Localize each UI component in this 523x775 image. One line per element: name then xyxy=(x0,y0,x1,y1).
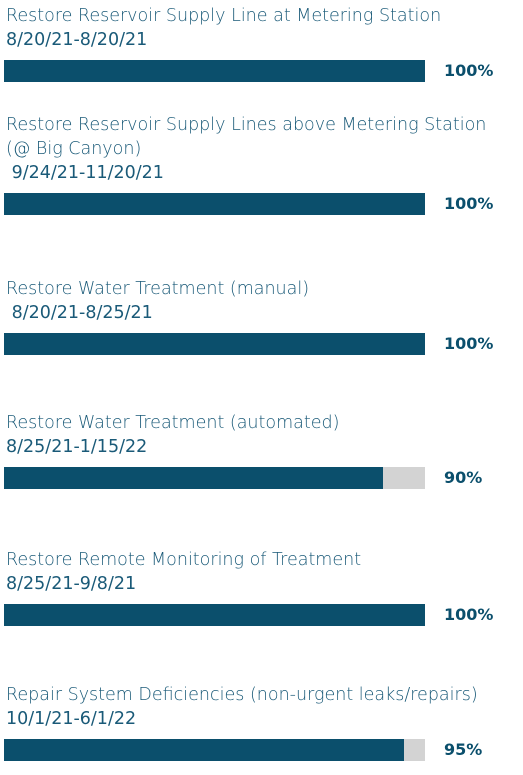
task-dates: 9/24/21-11/20/21 xyxy=(6,163,164,183)
progress-track xyxy=(4,60,425,82)
progress-item: Restore Reservoir Supply Lines above Met… xyxy=(4,113,518,215)
percent-label: 95% xyxy=(444,740,483,759)
progress-row: 100% xyxy=(4,60,518,82)
task-title: Restore Reservoir Supply Line at Meterin… xyxy=(6,6,442,26)
progress-track xyxy=(4,604,425,626)
progress-row: 100% xyxy=(4,193,518,215)
progress-row: 100% xyxy=(4,333,518,355)
percent-label: 100% xyxy=(444,334,494,353)
progress-bar xyxy=(4,604,425,626)
progress-bar xyxy=(4,333,425,355)
progress-item: Restore Water Treatment (manual) 8/20/21… xyxy=(4,277,518,355)
task-dates: 8/20/21-8/20/21 xyxy=(6,30,148,50)
progress-item: Repair System Deficiencies (non-urgent l… xyxy=(4,683,518,761)
progress-row: 95% xyxy=(4,739,518,761)
task-dates: 10/1/21-6/1/22 xyxy=(6,709,137,729)
progress-row: 90% xyxy=(4,467,518,489)
progress-item: Restore Water Treatment (automated) 8/25/… xyxy=(4,411,518,489)
percent-label: 90% xyxy=(444,468,483,487)
task-title: Repair System Deficiencies (non-urgent l… xyxy=(6,685,478,705)
percent-label: 100% xyxy=(444,194,494,213)
progress-item: Restore Remote Monitoring of Treatment 8/… xyxy=(4,548,518,626)
progress-track xyxy=(4,739,425,761)
percent-label: 100% xyxy=(444,605,494,624)
task-title: Restore Water Treatment (manual) xyxy=(6,279,310,299)
task-title: Restore Water Treatment (automated) xyxy=(6,413,340,433)
percent-label: 100% xyxy=(444,61,494,80)
progress-row: 100% xyxy=(4,604,518,626)
progress-bar xyxy=(4,60,425,82)
progress-track xyxy=(4,467,425,489)
task-dates: 8/25/21-9/8/21 xyxy=(6,574,137,594)
progress-bar xyxy=(4,467,383,489)
progress-track xyxy=(4,333,425,355)
task-dates: 8/25/21-1/15/22 xyxy=(6,437,148,457)
progress-bar xyxy=(4,739,404,761)
progress-track xyxy=(4,193,425,215)
task-title: Restore Reservoir Supply Lines above Met… xyxy=(6,115,487,159)
progress-item: Restore Reservoir Supply Line at Meterin… xyxy=(4,4,518,82)
task-title: Restore Remote Monitoring of Treatment xyxy=(6,550,362,570)
task-dates: 8/20/21-8/25/21 xyxy=(6,303,153,323)
progress-bar xyxy=(4,193,425,215)
